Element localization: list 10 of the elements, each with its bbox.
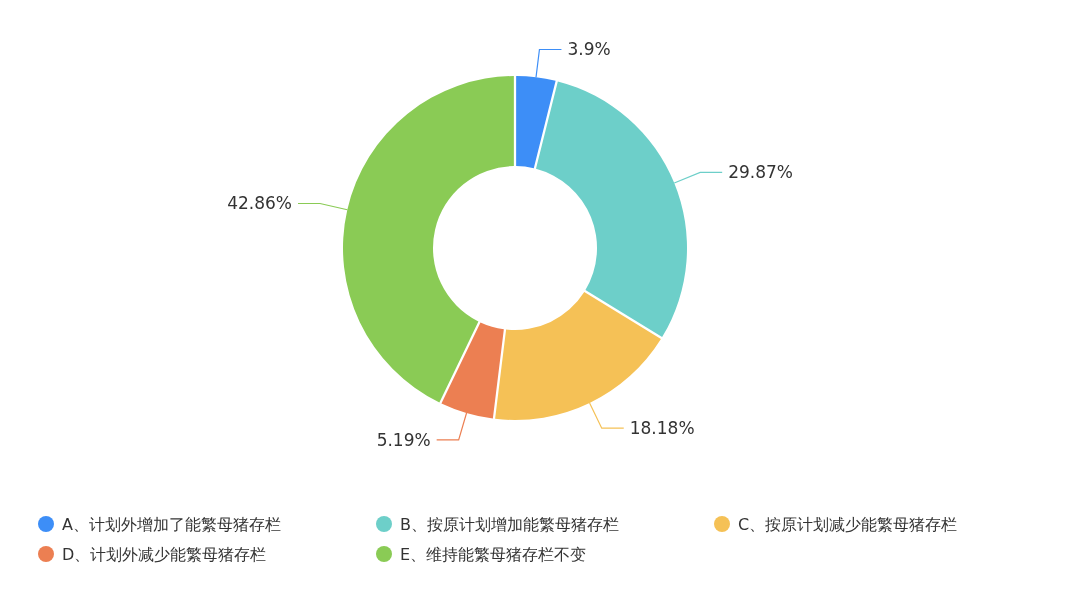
legend-label: B、按原计划增加能繁母猪存栏 <box>400 514 619 534</box>
data-label: 5.19% <box>376 429 431 450</box>
legend-label: E、维持能繁母猪存栏不变 <box>400 544 587 564</box>
data-label: 29.87% <box>728 162 794 183</box>
data-label: 3.9% <box>567 39 611 60</box>
data-label: 42.86% <box>227 193 293 214</box>
legend-label: C、按原计划减少能繁母猪存栏 <box>738 514 958 534</box>
data-label: 18.18% <box>629 418 695 439</box>
legend-label: D、计划外减少能繁母猪存栏 <box>62 544 267 564</box>
legend-label: A、计划外增加了能繁母猪存栏 <box>62 514 281 534</box>
